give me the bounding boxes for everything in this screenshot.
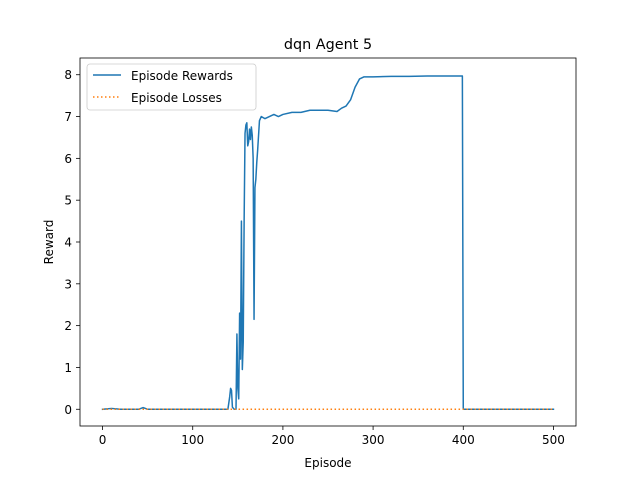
x-tick-label: 200 (271, 433, 294, 447)
x-axis-label: Episode (304, 456, 351, 470)
y-tick-label: 3 (64, 277, 72, 291)
chart-title: dqn Agent 5 (284, 37, 372, 53)
y-tick-label: 5 (64, 194, 72, 208)
x-tick-label: 500 (542, 433, 565, 447)
y-tick-label: 6 (64, 152, 72, 166)
legend-label-episode-rewards: Episode Rewards (131, 69, 233, 83)
y-tick-label: 7 (64, 110, 72, 124)
legend: Episode Rewards Episode Losses (86, 63, 257, 111)
legend-box (86, 63, 257, 111)
y-axis: 0 1 2 3 4 5 6 7 8 (64, 68, 80, 417)
x-tick-label: 400 (452, 433, 475, 447)
y-tick-label: 0 (64, 403, 72, 417)
y-tick-label: 8 (64, 68, 72, 82)
series-line-episode-rewards (101, 75, 555, 411)
y-tick-label: 1 (64, 361, 72, 375)
legend-label-episode-losses: Episode Losses (131, 91, 222, 105)
y-tick-label: 2 (64, 319, 72, 333)
x-axis: 0 100 200 300 400 500 (99, 426, 565, 447)
x-tick-label: 100 (181, 433, 204, 447)
y-tick-label: 4 (64, 236, 72, 250)
x-tick-label: 300 (362, 433, 385, 447)
y-axis-label: Reward (42, 220, 56, 265)
series-layer (101, 75, 555, 411)
x-tick-label: 0 (99, 433, 107, 447)
